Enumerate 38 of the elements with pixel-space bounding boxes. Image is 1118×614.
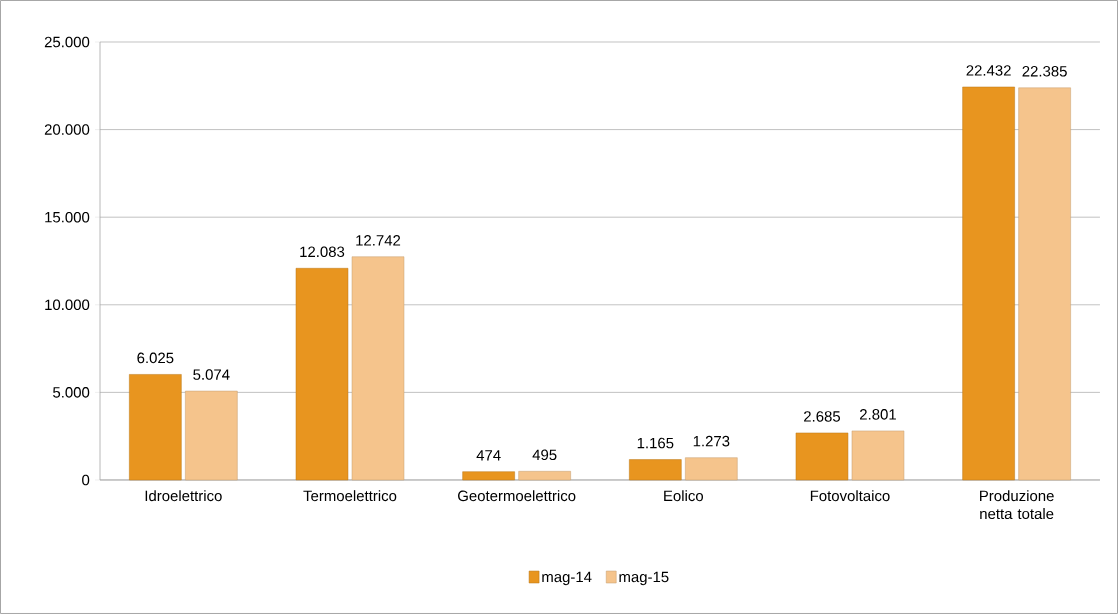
x-tick-label: Produzione netta totale bbox=[980, 490, 1054, 520]
bar bbox=[129, 374, 182, 481]
data-label: 22.432 bbox=[966, 65, 1011, 76]
bar bbox=[295, 268, 349, 481]
legend-label: mag-14 bbox=[542, 571, 592, 586]
data-label: 12.742 bbox=[356, 235, 401, 246]
x-tick-label: Idroelettrico bbox=[145, 490, 222, 502]
bar bbox=[795, 432, 849, 481]
bar bbox=[851, 430, 905, 481]
data-label: 1.165 bbox=[637, 437, 674, 449]
bar bbox=[351, 256, 405, 481]
y-tick-label: 25.000 bbox=[44, 36, 90, 48]
x-tick-label: Geotermoelettrico bbox=[458, 490, 576, 502]
data-label: 12.083 bbox=[300, 246, 345, 258]
legend-label: mag-15 bbox=[619, 571, 669, 586]
y-tick-label: 0 bbox=[82, 474, 90, 486]
bar bbox=[1018, 87, 1071, 481]
x-tick-label: Eolico bbox=[664, 490, 704, 502]
bar bbox=[629, 459, 682, 481]
data-label: 474 bbox=[476, 450, 501, 461]
data-label: 2.685 bbox=[804, 411, 841, 422]
bar bbox=[185, 390, 238, 481]
y-tick-label: 20.000 bbox=[44, 124, 90, 135]
bar bbox=[962, 86, 1015, 481]
data-label: 1.273 bbox=[693, 435, 730, 447]
data-label: 495 bbox=[532, 449, 557, 461]
data-label: 5.074 bbox=[193, 369, 230, 380]
y-tick-label: 15.000 bbox=[45, 211, 90, 223]
data-label: 6.025 bbox=[137, 352, 174, 364]
data-label: 22.385 bbox=[1022, 65, 1067, 77]
bar bbox=[462, 471, 515, 481]
data-label: 2.801 bbox=[860, 409, 896, 420]
bar bbox=[685, 457, 738, 481]
y-tick-label: 5.000 bbox=[53, 387, 90, 398]
x-tick-label: Fotovoltaico bbox=[810, 490, 890, 502]
x-tick-label: Termoelettrico bbox=[303, 490, 397, 502]
y-tick-label: 10.000 bbox=[45, 299, 90, 311]
bar bbox=[518, 471, 571, 481]
